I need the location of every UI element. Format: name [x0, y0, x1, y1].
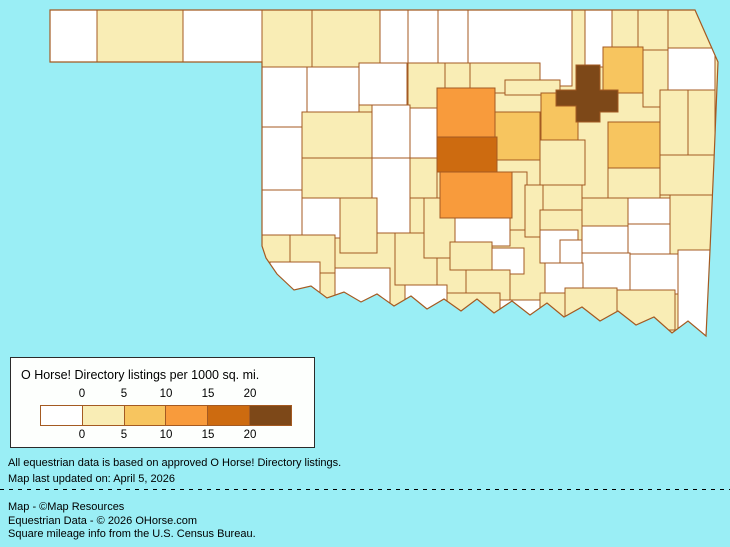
legend-tick-label: 0 [78, 388, 86, 400]
county-latimer [627, 223, 671, 255]
county-bryan [564, 287, 618, 334]
county-okfuskee [539, 184, 583, 211]
county-delaware [667, 47, 716, 94]
legend-swatch-0-5 [81, 406, 124, 425]
legend-tick-label: 15 [201, 388, 215, 400]
county-okmulgee [539, 139, 586, 186]
county-canadian [409, 157, 438, 199]
county-caddo [371, 157, 411, 234]
county-alfalfa [379, 10, 409, 64]
county-choctaw [616, 289, 676, 331]
county-tulsa [555, 64, 619, 123]
county-leflore [669, 194, 716, 256]
credit-equestrian-data: Equestrian Data - © 2026 OHorse.com [8, 514, 198, 527]
county-beckham [261, 189, 303, 236]
legend-box: O Horse! Directory listings per 1000 sq.… [10, 357, 315, 448]
legend-ticks-top: 0 5 10 15 20 [11, 388, 314, 402]
state-outline [49, 9, 719, 338]
legend-tick-label: 15 [201, 429, 215, 441]
legend-tick-label: 20 [243, 429, 257, 441]
county-rogers [602, 46, 644, 94]
county-adair [687, 89, 716, 161]
legend-swatch-10-15 [165, 406, 208, 425]
county-cotton [404, 284, 448, 334]
county-jefferson [444, 292, 501, 332]
county-sequoyah [659, 154, 716, 196]
county-cimarron [50, 10, 98, 63]
county-ottawa [667, 10, 716, 49]
county-tillman [334, 267, 391, 319]
county-kay [437, 10, 469, 64]
county-garvin [449, 241, 493, 271]
county-wagoner [607, 121, 661, 169]
county-custer [301, 157, 373, 199]
county-mcintosh [581, 197, 629, 227]
county-cherokee [659, 89, 689, 156]
county-mcclain [454, 217, 511, 247]
county-dewey [301, 111, 373, 159]
legend-swatch-0 [41, 406, 82, 425]
county-major [358, 62, 408, 106]
legend-swatch-5-10 [123, 406, 166, 425]
county-kingfisher [409, 107, 438, 159]
county-kiowa [339, 197, 378, 254]
county-beaver [182, 10, 263, 63]
legend-swatch-15-20 [207, 406, 250, 425]
legend-ticks-bottom: 0 5 10 15 20 [11, 429, 314, 443]
dashed-divider [0, 489, 730, 490]
legend-tick-label: 0 [78, 429, 86, 441]
county-haskell [627, 197, 671, 225]
legend-title: O Horse! Directory listings per 1000 sq.… [21, 368, 260, 382]
note-last-updated: Map last updated on: April 5, 2026 [8, 472, 175, 485]
county-atoka [581, 252, 631, 291]
county-jackson [269, 261, 321, 311]
county-pawnee [504, 79, 561, 96]
county-blaine [371, 104, 411, 159]
county-harper [261, 10, 313, 68]
county-lincoln [494, 111, 541, 161]
county-muskogee [607, 167, 661, 199]
county-ellis [261, 66, 308, 128]
county-cleveland [439, 171, 513, 219]
county-logan [436, 87, 496, 138]
county-woodward [306, 66, 360, 113]
note-data-source: All equestrian data is based on approved… [8, 457, 342, 469]
county-johnston [544, 262, 584, 294]
county-oklahoma [436, 136, 498, 173]
county-grant [407, 10, 439, 64]
legend-tick-label: 10 [159, 388, 173, 400]
legend-tick-label: 5 [120, 429, 128, 441]
oklahoma-county-choropleth-map [49, 9, 719, 338]
legend-swatch-20- [249, 406, 291, 425]
credits: Map - ©Map Resources Equestrian Data - ©… [8, 501, 256, 542]
county-woods [311, 10, 381, 68]
legend-tick-label: 5 [120, 388, 128, 400]
county-texas [96, 10, 184, 63]
credit-map: Map - ©Map Resources [8, 501, 125, 513]
county-pushmataha [629, 253, 679, 295]
legend-color-bar [40, 405, 292, 426]
legend-tick-label: 20 [243, 388, 257, 400]
credit-square-mileage: Square mileage info from the U.S. Census… [8, 528, 256, 540]
legend-tick-label: 10 [159, 429, 173, 441]
map-notes: All equestrian data is based on approved… [8, 456, 341, 487]
county-roger-mills [261, 126, 303, 191]
